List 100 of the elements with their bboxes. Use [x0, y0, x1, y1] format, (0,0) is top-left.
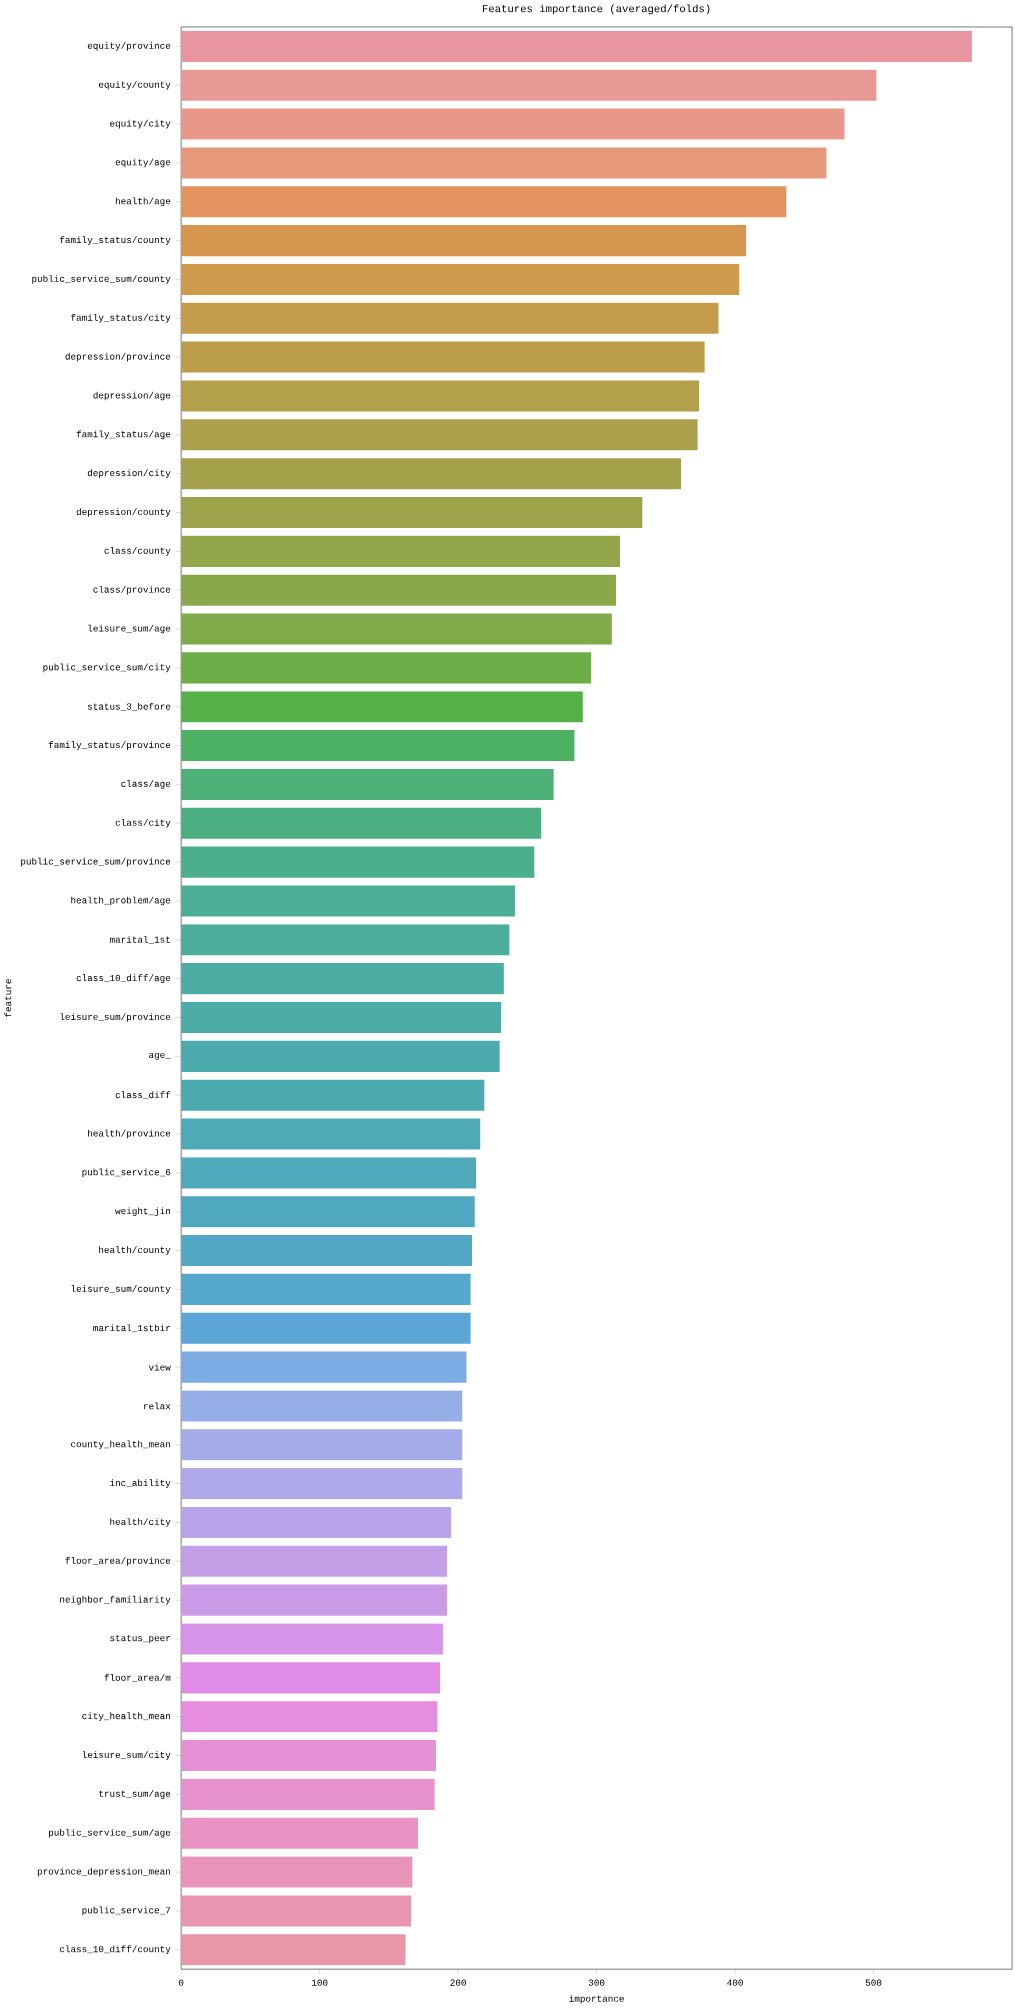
bar	[181, 186, 787, 218]
y-tick-label: class/age	[121, 780, 171, 789]
chart-title: Features importance (averaged/folds)	[482, 4, 710, 15]
bar	[181, 1662, 441, 1694]
y-tick-label: depression/province	[65, 352, 171, 362]
y-tick-label: public_service_sum/county	[32, 275, 171, 284]
bar	[181, 1429, 463, 1461]
bar	[181, 1934, 406, 1966]
bar	[181, 574, 616, 606]
y-tick-label: floor_area/province	[65, 1557, 171, 1566]
bar	[181, 1118, 481, 1150]
y-tick-label: province_depression_mean	[37, 1867, 170, 1877]
x-tick-label: 200	[450, 1979, 466, 1986]
y-tick-label: health/county	[99, 1246, 171, 1255]
bar	[181, 1079, 485, 1111]
bar	[181, 1740, 436, 1772]
y-tick-label: depression/city	[87, 469, 171, 479]
x-tick-label: 0	[178, 1979, 184, 1986]
bar	[181, 69, 877, 101]
bar	[181, 108, 845, 140]
y-tick-label: family_status/county	[59, 236, 171, 245]
y-tick-label: public_service_6	[82, 1168, 171, 1178]
bar	[181, 535, 621, 567]
bar	[181, 1506, 452, 1539]
y-tick-label: class/city	[115, 818, 171, 828]
y-tick-label: leisure_sum/city	[82, 1751, 171, 1760]
y-tick-label: class_diff	[115, 1091, 171, 1100]
y-tick-label: class_10_diff/county	[59, 1945, 171, 1955]
bar	[181, 225, 747, 257]
y-tick-label: depression/age	[93, 391, 171, 401]
y-tick-label: weight_jin	[115, 1207, 170, 1217]
y-tick-label: health/city	[110, 1518, 171, 1527]
y-tick-label: status_3_before	[87, 702, 171, 711]
bar	[181, 807, 542, 839]
bar	[181, 496, 643, 529]
y-tick-label: class/county	[104, 547, 171, 556]
bar	[181, 1390, 463, 1422]
y-tick-label: equity/age	[115, 158, 171, 168]
bar	[181, 613, 612, 645]
y-tick-label: family_status/province	[48, 741, 171, 750]
y-tick-label: relax	[144, 1402, 171, 1410]
bar	[181, 1312, 471, 1344]
y-tick-label: public_service_sum/province	[21, 857, 171, 867]
y-axis-title: feature	[4, 979, 12, 1017]
y-tick-label: class/province	[93, 585, 171, 595]
bar	[181, 1701, 438, 1733]
y-tick-label: health/province	[88, 1129, 171, 1139]
bar	[181, 1623, 443, 1655]
bar	[181, 846, 535, 878]
bar	[181, 1040, 500, 1072]
bar	[181, 691, 583, 723]
y-tick-label: leisure_sum/age	[88, 624, 171, 634]
bar	[181, 30, 972, 62]
y-tick-label: leisure_sum/county	[71, 1285, 171, 1294]
y-tick-label: leisure_sum/province	[60, 1013, 171, 1022]
x-tick-label: 400	[727, 1979, 743, 1986]
bar	[181, 652, 592, 684]
y-tick-label: public_service_sum/age	[49, 1828, 171, 1838]
bar	[181, 263, 740, 295]
y-tick-label: health/age	[115, 197, 171, 207]
y-tick-label: depression/county	[76, 508, 171, 517]
bar	[181, 147, 827, 179]
bar	[181, 302, 719, 334]
y-tick-label: city_health_mean	[82, 1712, 170, 1722]
bar	[181, 1468, 463, 1500]
bar	[181, 1157, 477, 1189]
x-tick-label: 300	[588, 1979, 605, 1986]
y-tick-label: county_health_mean	[71, 1440, 170, 1450]
bar	[181, 1351, 467, 1383]
y-tick-label: family_status/city	[71, 313, 171, 323]
y-tick-label: health_problem/age	[71, 896, 171, 906]
y-tick-label: age_	[149, 1052, 171, 1060]
x-tick-label: 100	[311, 1979, 328, 1986]
bar	[181, 380, 700, 412]
bar	[181, 1196, 475, 1228]
bar	[181, 419, 698, 451]
bar	[181, 924, 510, 956]
bar	[181, 730, 575, 762]
bar	[181, 1584, 448, 1616]
y-tick-label: equity/city	[110, 119, 171, 129]
bar	[181, 1817, 418, 1849]
y-tick-label: marital_1st	[109, 935, 170, 944]
y-tick-label: status_peer	[110, 1634, 170, 1644]
bar	[181, 768, 554, 800]
y-tick-label: floor_area/m	[104, 1673, 171, 1682]
bar	[181, 1273, 471, 1305]
y-tick-label: class_10_diff/age	[76, 974, 171, 983]
bar	[181, 1545, 448, 1577]
bar	[181, 963, 504, 995]
y-tick-label: public_service_sum/city	[43, 663, 171, 673]
bar	[181, 1856, 413, 1888]
x-tick-label: 500	[865, 1979, 882, 1986]
y-tick-label: neighbor_familiarity	[60, 1595, 171, 1605]
y-tick-label: equity/county	[98, 80, 171, 90]
x-axis-title: importance	[569, 1994, 624, 2004]
y-tick-label: public_service_7	[82, 1906, 171, 1916]
y-tick-label: inc_ability	[110, 1479, 171, 1488]
bar	[181, 1895, 412, 1927]
bar	[181, 1235, 472, 1267]
y-tick-label: marital_1stbir	[93, 1324, 170, 1333]
